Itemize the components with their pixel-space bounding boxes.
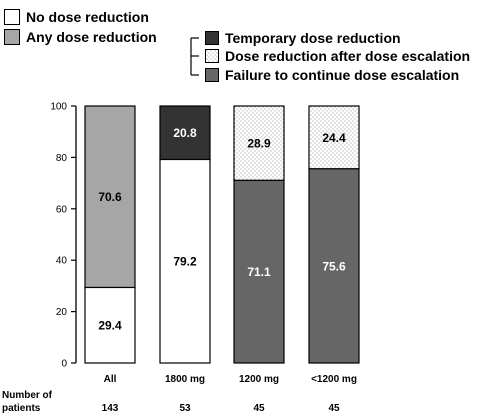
y-tick-label: 60: [56, 204, 68, 215]
data-label-all-no-dose-reduction: 29.4: [98, 319, 122, 333]
bar-segment-1200-mg-dose-reduction-after-dose-escalation: [308, 105, 360, 170]
patient-count-1800-mg: 53: [179, 403, 191, 414]
bar-segment-1200-mg-dose-reduction-after-dose-escalation: [233, 105, 285, 181]
data-label-1800-mg-no-dose-reduction: 79.2: [173, 255, 197, 269]
patients-row-label: Number of: [2, 390, 53, 401]
y-tick-label: 100: [50, 102, 67, 113]
legend-label-dose-reduction-after-dose-escalation: Dose reduction after dose escalation: [225, 48, 470, 64]
legend-swatch-any-dose-reduction: [4, 29, 20, 45]
patient-count-1200-mg: 45: [253, 403, 265, 414]
patient-counts: Number of patients 143 53 45 45: [2, 390, 340, 414]
y-tick-label: 40: [56, 256, 68, 267]
legend: No dose reduction Any dose reduction Tempo…: [4, 9, 470, 83]
y-tick-label: 20: [56, 307, 68, 318]
legend-label-temporary-dose-reduction: Temporary dose reduction: [225, 30, 401, 46]
category-label-1800-mg: 1800 mg: [165, 374, 205, 385]
y-axis: 0 20 40 60 80 100: [50, 102, 77, 370]
data-label-all-any-dose-reduction: 70.6: [98, 190, 122, 204]
y-tick-label: 80: [56, 153, 68, 164]
legend-swatch-no-dose-reduction: [4, 9, 20, 25]
patients-row-label: patients: [2, 403, 41, 414]
legend-swatch-dose-reduction-after-dose-escalation: [205, 49, 219, 63]
data-label-1200-mg-dose-reduction-after-dose-escalation: 28.9: [247, 137, 271, 151]
y-tick-label: 0: [61, 359, 67, 370]
category-axis: All 1800 mg 1200 mg <1200 mg: [104, 374, 357, 385]
data-label-1200-mg-dose-reduction-after-dose-escalation: 24.4: [322, 131, 346, 145]
data-label-1200-mg-failure-to-continue-dose-escalation: 71.1: [247, 265, 271, 279]
legend-swatch-failure-to-continue-dose-escalation: [205, 68, 219, 82]
category-label-1200-mg: 1200 mg: [239, 374, 279, 385]
patient-count-1200-mg: 45: [328, 403, 340, 414]
bar-segment-all-no-dose-reduction: [84, 286, 136, 364]
category-label-1200-mg: <1200 mg: [311, 374, 357, 385]
legend-label-no-dose-reduction: No dose reduction: [26, 9, 149, 25]
legend-swatch-temporary-dose-reduction: [205, 31, 219, 45]
patient-count-all: 143: [102, 403, 119, 414]
data-labels: 29.4 70.6 79.2 20.8 71.1 28.9 75.6 24.4: [98, 126, 346, 332]
legend-label-failure-to-continue-dose-escalation: Failure to continue dose escalation: [225, 67, 459, 83]
data-label-1200-mg-failure-to-continue-dose-escalation: 75.6: [322, 259, 346, 273]
legend-label-any-dose-reduction: Any dose reduction: [26, 29, 157, 45]
category-label-all: All: [104, 374, 117, 385]
bar-segment-1200-mg-failure-to-continue-dose-escalation: [233, 179, 285, 364]
bar-segment-all-any-dose-reduction: [84, 105, 136, 289]
data-label-1800-mg-temporary-dose-reduction: 20.8: [173, 126, 197, 140]
bars: [84, 105, 360, 364]
bar-segment-1800-mg-no-dose-reduction: [159, 158, 211, 364]
bar-segment-1800-mg-temporary-dose-reduction: [159, 105, 211, 161]
